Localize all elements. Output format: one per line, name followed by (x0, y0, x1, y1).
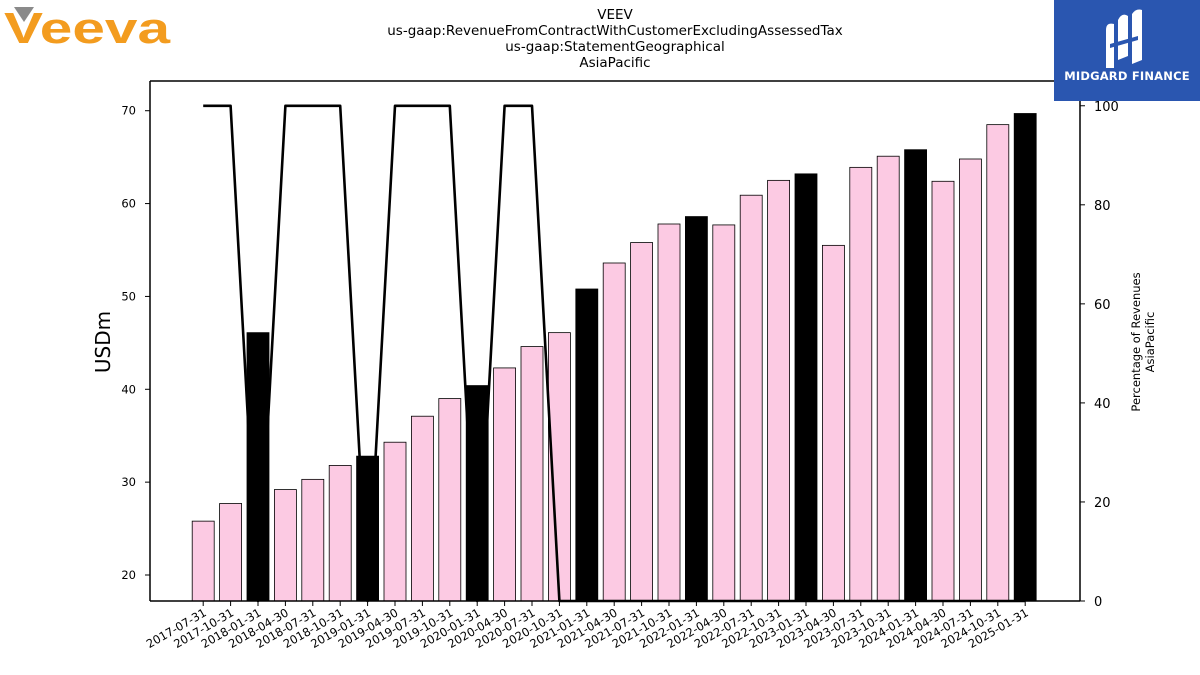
y2-tick-label: 0 (1094, 595, 1102, 610)
veeva-logo-text: Veeva (4, 4, 171, 48)
midgard-logo-mark-icon (1106, 9, 1142, 69)
y2-axis-label-line-1: Percentage of Revenues (1129, 272, 1143, 411)
bar-2024-01-31 (904, 149, 927, 602)
bar-2022-04-30 (712, 224, 736, 602)
y2-tick-label: 60 (1094, 298, 1111, 313)
bar-2025-01-31 (1013, 113, 1037, 602)
bar-2021-07-31 (630, 242, 653, 602)
bar-2019-04-30 (383, 441, 407, 602)
y2-axis-ticks: 0 20 40 60 80 100 (1080, 100, 1119, 610)
y-tick-label: 70 (121, 104, 136, 118)
bar-2019-07-31 (410, 415, 434, 602)
bar-2017-07-31 (191, 520, 215, 602)
bar-2022-07-31 (739, 194, 763, 602)
y2-tick-label: 100 (1094, 100, 1119, 115)
chart-title: VEEV us-gaap:RevenueFromContractWithCust… (365, 7, 865, 71)
axes-frame (149, 80, 1081, 602)
y-tick-label: 30 (121, 475, 136, 489)
bar-2023-04-30 (822, 244, 845, 602)
bar-2020-01-31 (465, 385, 489, 602)
y-tick-label: 60 (121, 197, 136, 211)
veeva-logo-triangle-icon (14, 7, 34, 22)
y-tick-label: 20 (121, 568, 136, 582)
bar-2019-10-31 (438, 398, 462, 602)
bar-2021-10-31 (657, 223, 681, 602)
midgard-logo-text: MIDGARD FINANCE (1064, 69, 1190, 83)
title-line-1: VEEV (597, 7, 633, 23)
y2-axis-label-line-2: AsiaPacific (1143, 312, 1157, 373)
bar-2024-04-30 (931, 180, 955, 602)
midgard-finance-logo: MIDGARD FINANCE (1054, 0, 1200, 101)
veeva-logo: Veeva (4, 4, 171, 48)
bar-2024-07-31 (959, 158, 982, 602)
y2-tick-label: 80 (1094, 199, 1111, 214)
bar-2022-01-31 (685, 216, 708, 602)
title-line-2: us-gaap:RevenueFromContractWithCustomerE… (387, 23, 843, 39)
bar-2017-10-31 (219, 503, 243, 602)
title-line-4: AsiaPacific (579, 55, 651, 71)
bar-2023-01-31 (794, 173, 818, 602)
y-tick-label: 40 (121, 382, 136, 396)
bar-2023-10-31 (876, 155, 900, 602)
bar-2020-04-30 (493, 367, 517, 602)
bar-2020-07-31 (520, 346, 544, 602)
bar-2018-04-30 (273, 489, 297, 602)
y-tick-label: 50 (121, 289, 136, 303)
y-axis-label: USDm (91, 311, 115, 373)
bar-2021-04-30 (602, 262, 626, 602)
y2-tick-label: 20 (1094, 496, 1111, 511)
bar-series (191, 113, 1037, 602)
title-line-3: us-gaap:StatementGeographical (505, 39, 725, 55)
y-axis-ticks: 20 30 40 50 60 70 (121, 104, 150, 582)
x-axis-ticks: 2017-07-312017-10-312018-01-312018-04-30… (144, 601, 1031, 651)
bar-2023-07-31 (849, 166, 873, 602)
bar-2024-10-31 (986, 124, 1010, 602)
bar-2018-10-31 (328, 465, 352, 602)
bar-2021-01-31 (575, 288, 599, 602)
bar-2018-07-31 (301, 478, 325, 602)
bar-2022-10-31 (767, 179, 790, 602)
y2-tick-label: 40 (1094, 397, 1111, 412)
